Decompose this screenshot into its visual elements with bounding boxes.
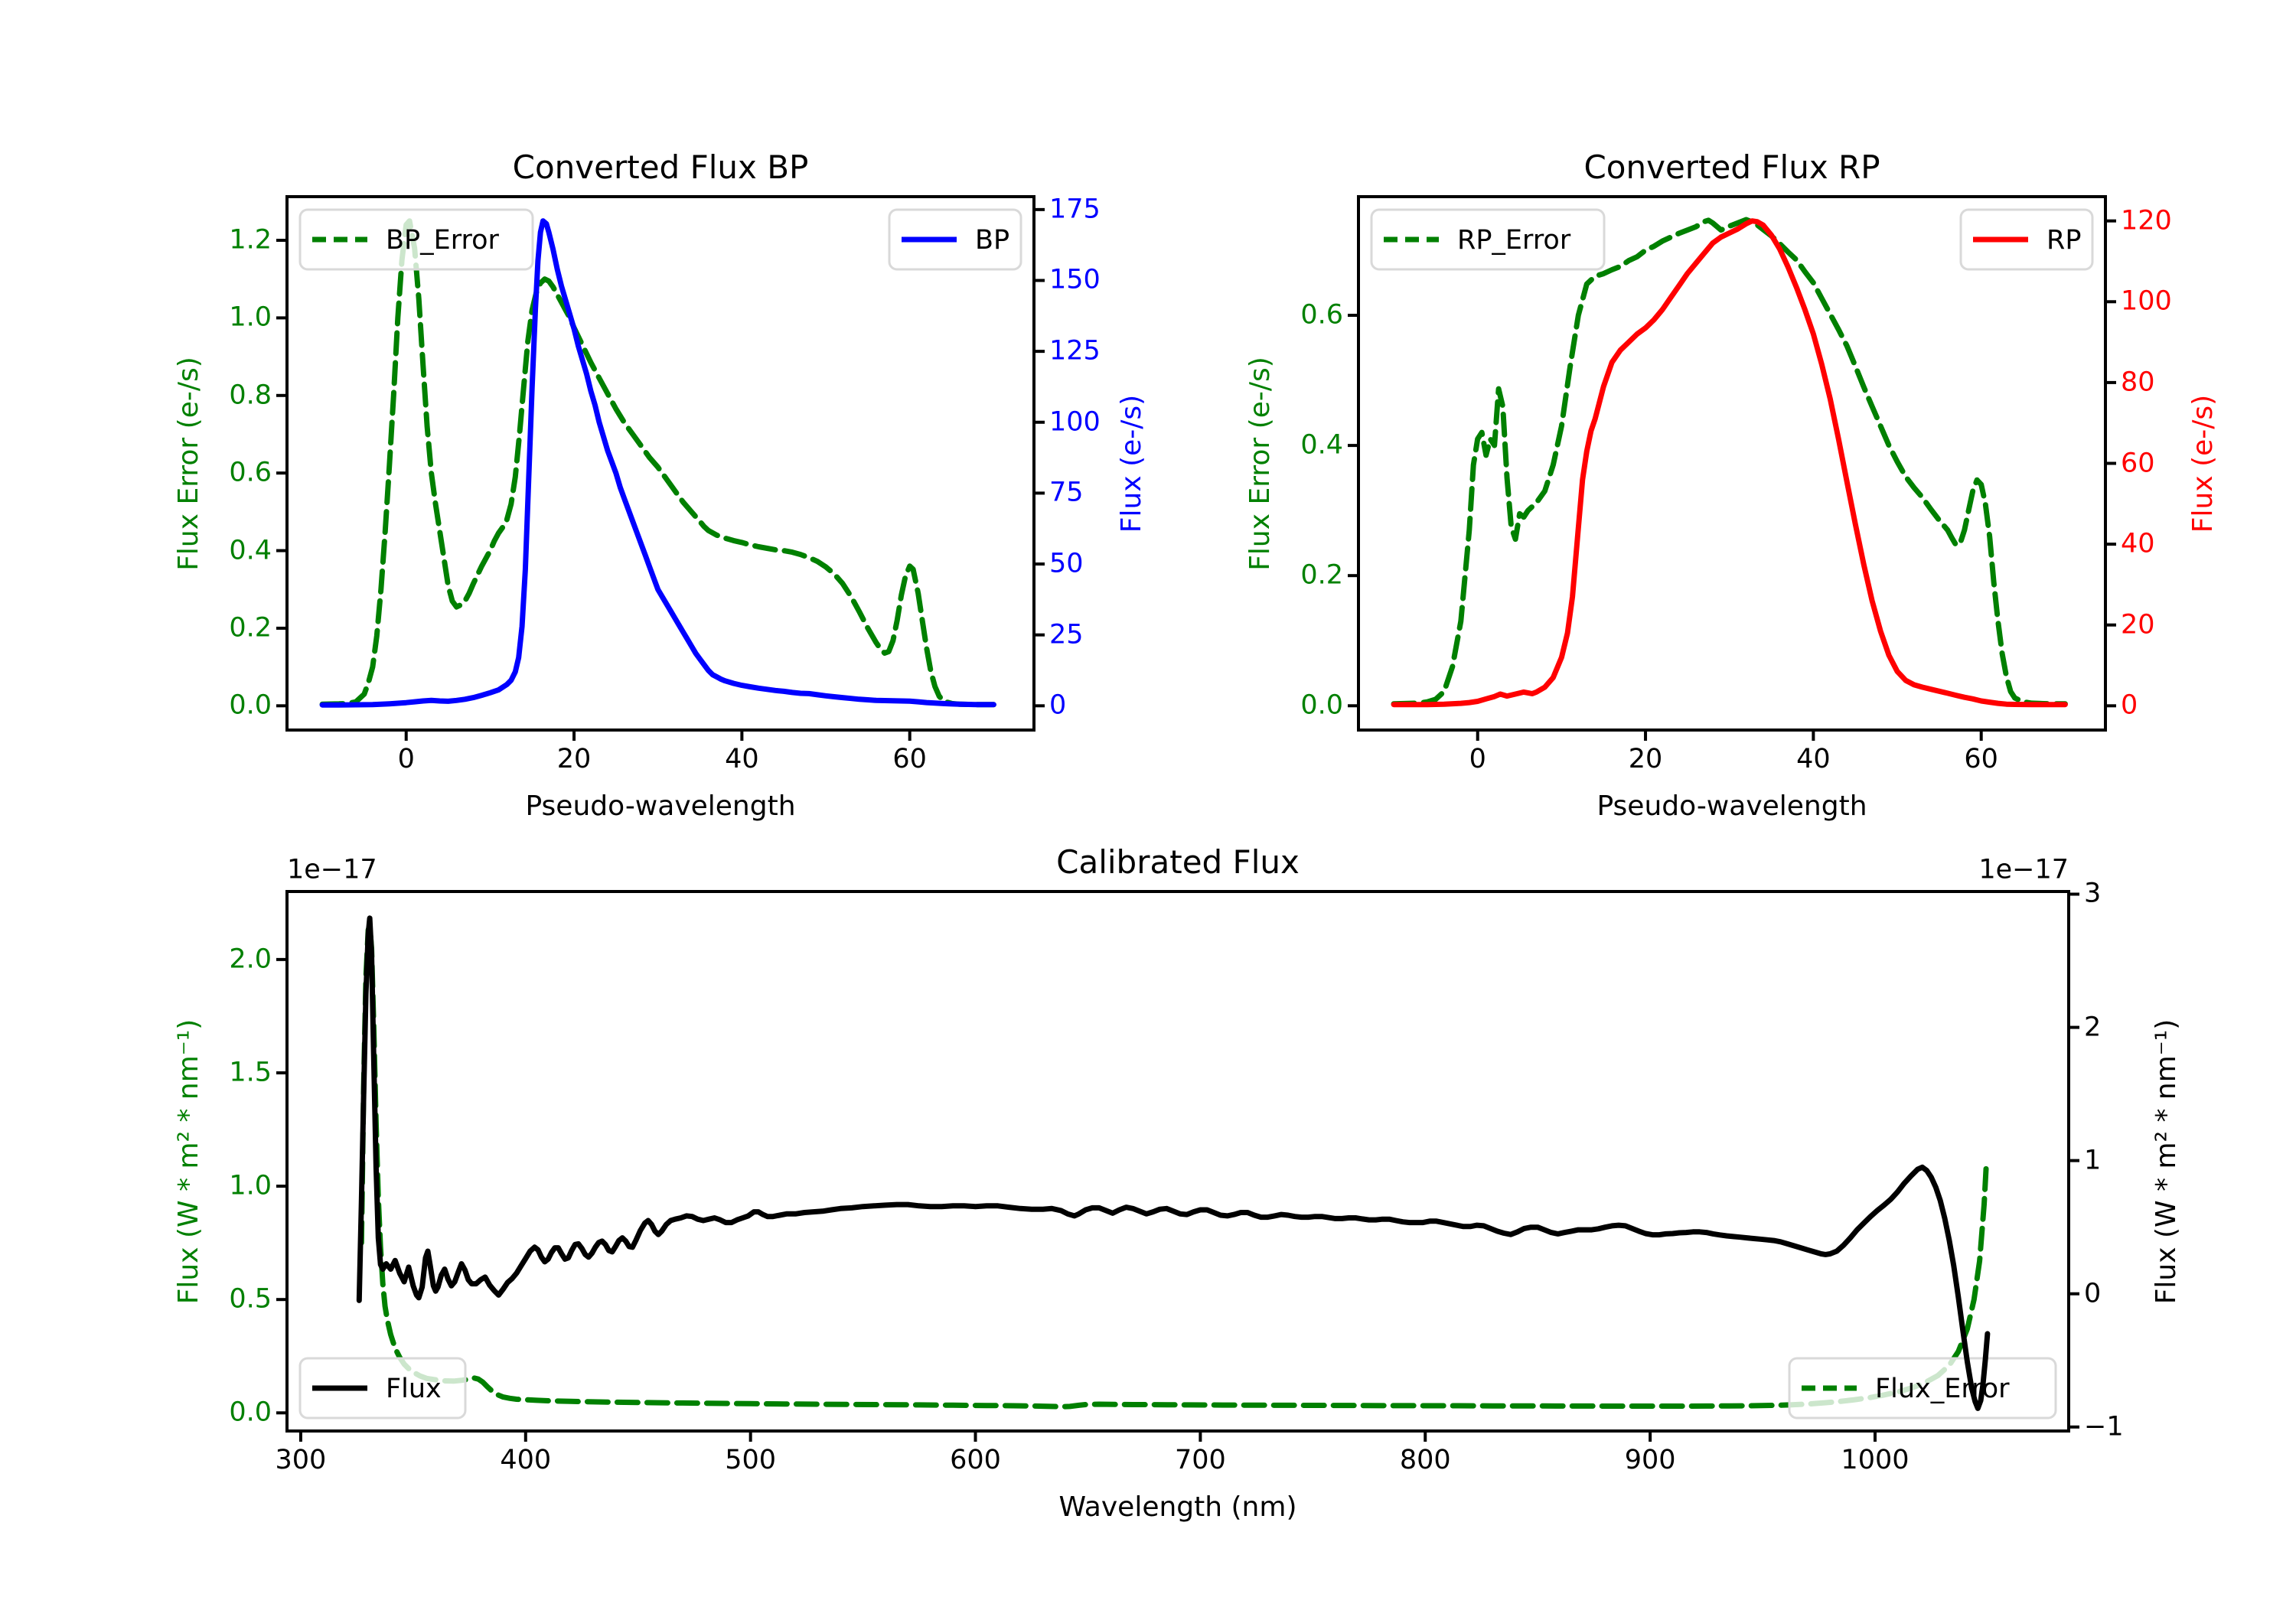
axes-spines (285, 890, 2070, 1433)
series-rp_error-line (1391, 217, 2068, 707)
series-bp-line (319, 218, 996, 708)
legend-label: BP (975, 225, 1009, 256)
legend-label: RP (2047, 225, 2081, 256)
legend-label: RP_Error (1457, 225, 1571, 256)
legend-bp_error: BP_Error (298, 208, 534, 271)
legend-label: Flux_Error (1875, 1374, 2010, 1404)
legend-frame (298, 208, 534, 271)
legend-frame (1788, 1357, 2057, 1420)
legend-label: Flux (386, 1374, 442, 1404)
series-bp_error-line (319, 218, 996, 708)
axes-spines (1357, 195, 2107, 732)
series-flux_error-line (358, 922, 1989, 1410)
legend-flux_error: Flux_Error (1788, 1357, 2057, 1420)
legend-bp: BP (888, 208, 1022, 271)
series-flux-line (356, 915, 1991, 1411)
legend-frame (1370, 208, 1606, 271)
series-rp-line (1391, 218, 2068, 708)
legend-flux: Flux (298, 1357, 467, 1420)
legend-label: BP_Error (386, 225, 500, 256)
legend-frame (298, 1357, 467, 1420)
axes-spines (285, 195, 1035, 732)
legend-rp_error: RP_Error (1370, 208, 1606, 271)
legend-rp: RP (1959, 208, 2094, 271)
